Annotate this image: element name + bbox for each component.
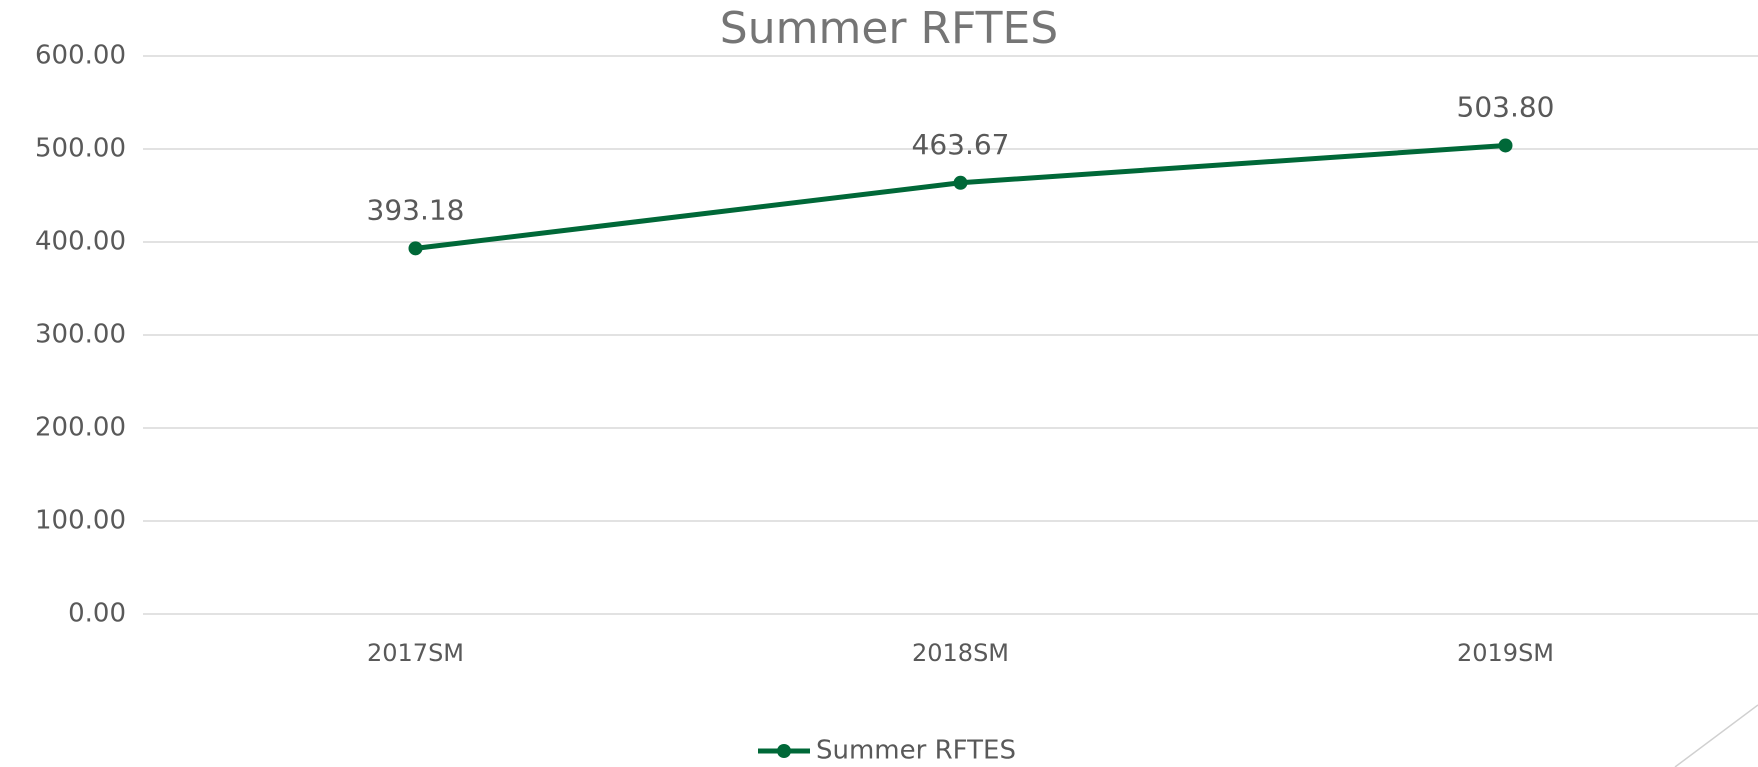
y-tick-label: 100.00 [35, 506, 126, 536]
y-tick-label: 200.00 [35, 413, 126, 443]
data-label: 393.18 [367, 193, 465, 226]
data-label: 463.67 [912, 128, 1010, 161]
series-line [415, 142, 1506, 251]
y-tick-label: 600.00 [35, 41, 126, 71]
y-tick-label: 400.00 [35, 227, 126, 257]
data-point [953, 175, 968, 190]
x-tick-label: 2018SM [912, 639, 1009, 667]
y-tick-label: 0.00 [68, 599, 126, 629]
data-point [408, 241, 423, 256]
y-tick-label: 300.00 [35, 320, 126, 350]
data-label: 503.80 [1457, 90, 1555, 123]
legend-label: Summer RFTES [816, 736, 1016, 766]
legend-marker [777, 744, 791, 758]
x-tick-label: 2019SM [1457, 639, 1554, 667]
chart-title: Summer RFTES [720, 3, 1058, 54]
data-point [1498, 138, 1513, 153]
x-tick-label: 2017SM [367, 639, 464, 667]
y-tick-label: 500.00 [35, 134, 126, 164]
decoration [1674, 704, 1758, 767]
